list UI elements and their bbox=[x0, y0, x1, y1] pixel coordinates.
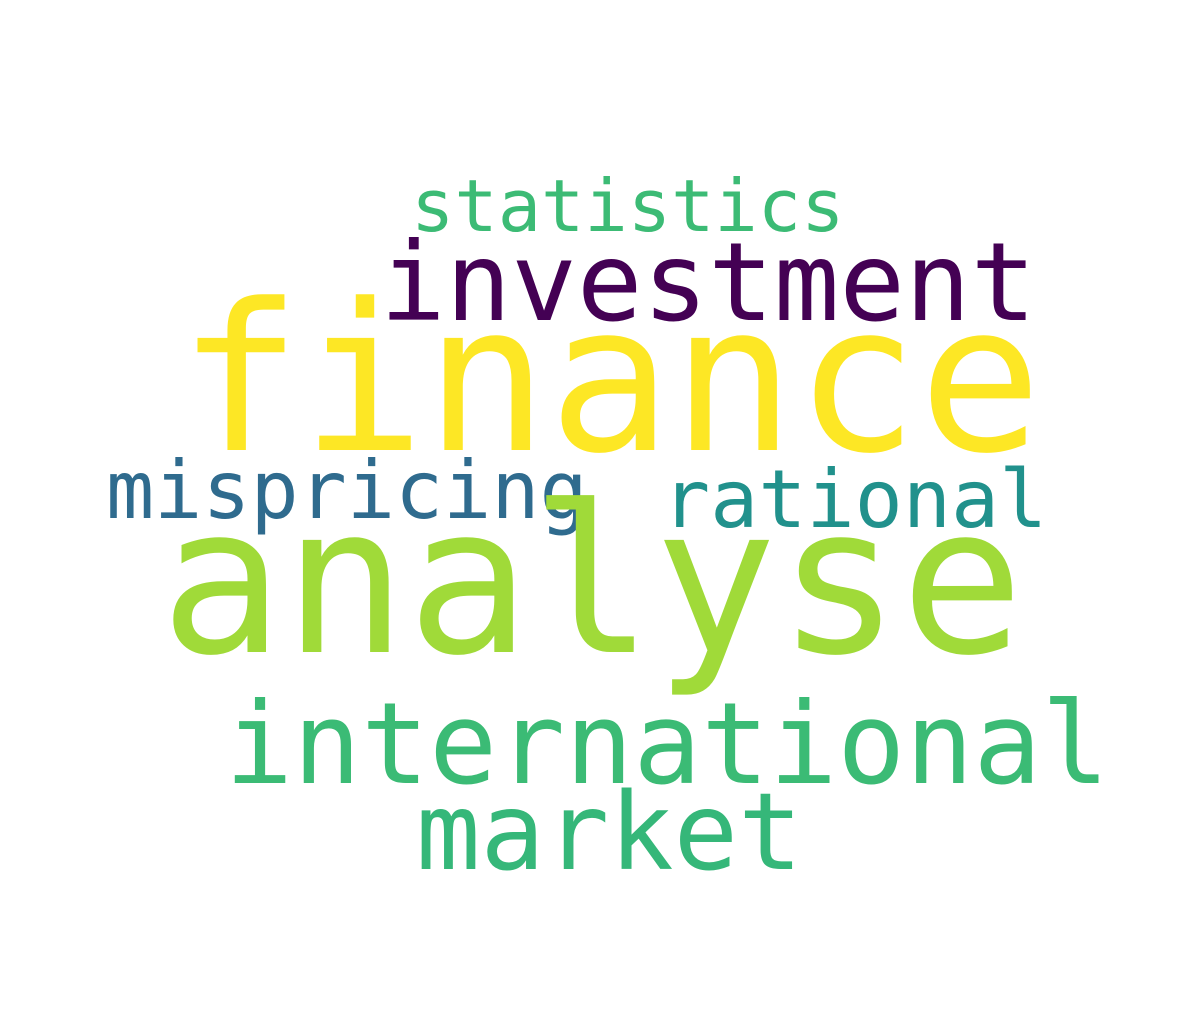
word-mispricing: mispricing bbox=[106, 444, 588, 537]
word-analyse: analyse bbox=[160, 463, 1024, 701]
word-rational: rational bbox=[662, 453, 1048, 546]
word-international: international bbox=[225, 678, 1110, 810]
word-statistics: statistics bbox=[411, 164, 845, 248]
word-market: market bbox=[416, 771, 803, 895]
word-finance: finance bbox=[178, 261, 1042, 499]
word-investment: investment bbox=[380, 219, 1037, 346]
